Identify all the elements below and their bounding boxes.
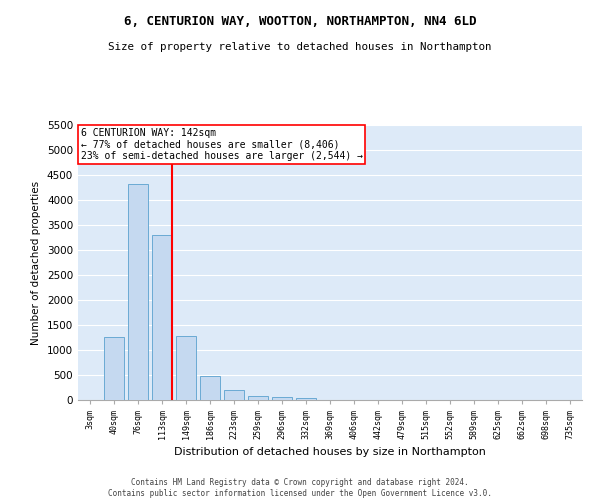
Bar [248,396,268,400]
Bar [104,336,124,400]
Bar [152,235,172,400]
Y-axis label: Number of detached properties: Number of detached properties [31,180,41,344]
Text: Contains HM Land Registry data © Crown copyright and database right 2024.
Contai: Contains HM Land Registry data © Crown c… [108,478,492,498]
Text: 6, CENTURION WAY, WOOTTON, NORTHAMPTON, NN4 6LD: 6, CENTURION WAY, WOOTTON, NORTHAMPTON, … [124,15,476,28]
Bar [200,376,220,400]
Bar [272,397,292,400]
Bar [224,390,244,400]
X-axis label: Distribution of detached houses by size in Northampton: Distribution of detached houses by size … [174,448,486,458]
Bar [176,336,196,400]
Text: Size of property relative to detached houses in Northampton: Size of property relative to detached ho… [108,42,492,52]
Bar [296,398,316,400]
Bar [128,184,148,400]
Text: 6 CENTURION WAY: 142sqm
← 77% of detached houses are smaller (8,406)
23% of semi: 6 CENTURION WAY: 142sqm ← 77% of detache… [80,128,362,161]
